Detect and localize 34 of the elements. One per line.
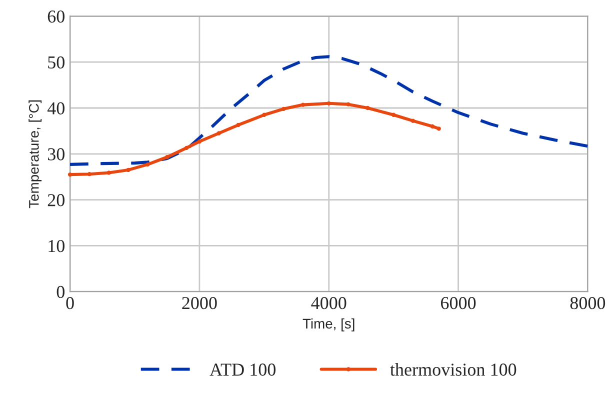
y-tick-label: 20 xyxy=(48,194,64,206)
point xyxy=(346,102,350,106)
point xyxy=(366,106,370,110)
y-tick-label: 40 xyxy=(47,102,64,114)
y-tick-label: 0 xyxy=(56,286,64,298)
y-tick-label: 10 xyxy=(48,240,64,252)
x-tick-label: 6000 xyxy=(440,296,476,310)
point xyxy=(430,124,434,128)
point xyxy=(197,139,202,144)
y-tick-label: 30 xyxy=(48,148,64,160)
point xyxy=(106,170,111,175)
line-series xyxy=(68,55,590,166)
point xyxy=(326,101,331,106)
point xyxy=(165,155,170,160)
point xyxy=(126,168,130,172)
legend-label: thermovision 100 xyxy=(390,363,516,376)
y-tick-label: 60 xyxy=(48,10,64,23)
x-tick-label: 2000 xyxy=(182,296,217,310)
point xyxy=(262,112,266,117)
legend-label: ATD 100 xyxy=(210,364,276,376)
point xyxy=(281,106,286,111)
point xyxy=(146,162,150,167)
x-axis-title: Time, [s] xyxy=(302,318,354,332)
point xyxy=(184,146,189,150)
point xyxy=(236,122,240,128)
point xyxy=(216,131,221,136)
y-axis-title: Temperature, [°C] xyxy=(28,100,42,208)
x-tick-label: 0 xyxy=(66,296,74,310)
x-tick-label: 8000 xyxy=(570,296,606,310)
point xyxy=(436,126,441,131)
x-tick-label: 4000 xyxy=(311,296,346,310)
point xyxy=(410,118,416,123)
y-tick-label: 50 xyxy=(48,56,64,69)
point xyxy=(391,112,396,117)
